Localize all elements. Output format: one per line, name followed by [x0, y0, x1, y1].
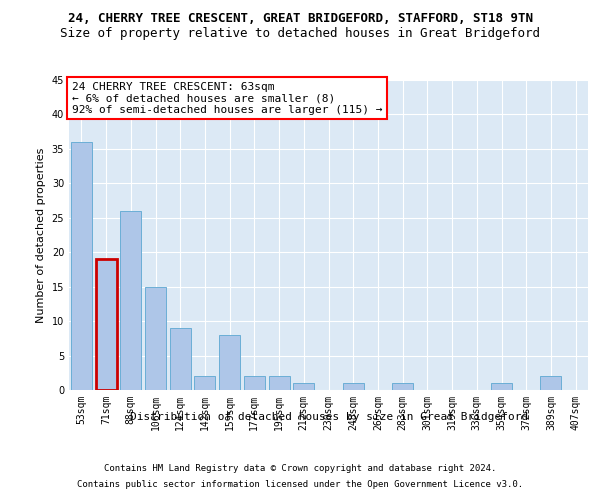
Text: 24 CHERRY TREE CRESCENT: 63sqm
← 6% of detached houses are smaller (8)
92% of se: 24 CHERRY TREE CRESCENT: 63sqm ← 6% of d… [71, 82, 382, 115]
Text: 24, CHERRY TREE CRESCENT, GREAT BRIDGEFORD, STAFFORD, ST18 9TN: 24, CHERRY TREE CRESCENT, GREAT BRIDGEFO… [67, 12, 533, 26]
Bar [145, 286, 166, 390]
Bar [343, 383, 364, 390]
Text: Size of property relative to detached houses in Great Bridgeford: Size of property relative to detached ho… [60, 28, 540, 40]
Text: Contains HM Land Registry data © Crown copyright and database right 2024.: Contains HM Land Registry data © Crown c… [104, 464, 496, 473]
Text: Contains public sector information licensed under the Open Government Licence v3: Contains public sector information licen… [77, 480, 523, 489]
Bar [170, 328, 191, 390]
Bar [269, 376, 290, 390]
Text: Distribution of detached houses by size in Great Bridgeford: Distribution of detached houses by size … [130, 412, 528, 422]
Bar [95, 259, 116, 390]
Y-axis label: Number of detached properties: Number of detached properties [36, 148, 46, 322]
Bar [71, 142, 92, 390]
Bar [244, 376, 265, 390]
Bar [541, 376, 562, 390]
Bar [194, 376, 215, 390]
Bar [219, 335, 240, 390]
Bar [120, 211, 141, 390]
Bar [491, 383, 512, 390]
Bar [293, 383, 314, 390]
Bar [392, 383, 413, 390]
